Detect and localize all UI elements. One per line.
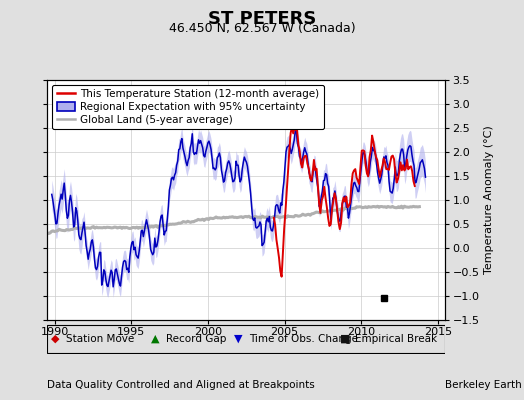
Text: 46.450 N, 62.567 W (Canada): 46.450 N, 62.567 W (Canada) xyxy=(169,22,355,35)
Text: ▲: ▲ xyxy=(151,334,159,344)
Text: ■: ■ xyxy=(340,334,351,344)
Text: ST PETERS: ST PETERS xyxy=(208,10,316,28)
Text: Time of Obs. Change: Time of Obs. Change xyxy=(249,334,358,344)
Text: Station Move: Station Move xyxy=(66,334,135,344)
Y-axis label: Temperature Anomaly (°C): Temperature Anomaly (°C) xyxy=(484,126,494,274)
Text: Data Quality Controlled and Aligned at Breakpoints: Data Quality Controlled and Aligned at B… xyxy=(47,380,315,390)
Text: Record Gap: Record Gap xyxy=(166,334,226,344)
Text: ◆: ◆ xyxy=(51,334,60,344)
Text: ▼: ▼ xyxy=(234,334,243,344)
Legend: This Temperature Station (12-month average), Regional Expectation with 95% uncer: This Temperature Station (12-month avera… xyxy=(52,85,324,129)
Text: Empirical Break: Empirical Break xyxy=(355,334,437,344)
Text: Berkeley Earth: Berkeley Earth xyxy=(445,380,522,390)
